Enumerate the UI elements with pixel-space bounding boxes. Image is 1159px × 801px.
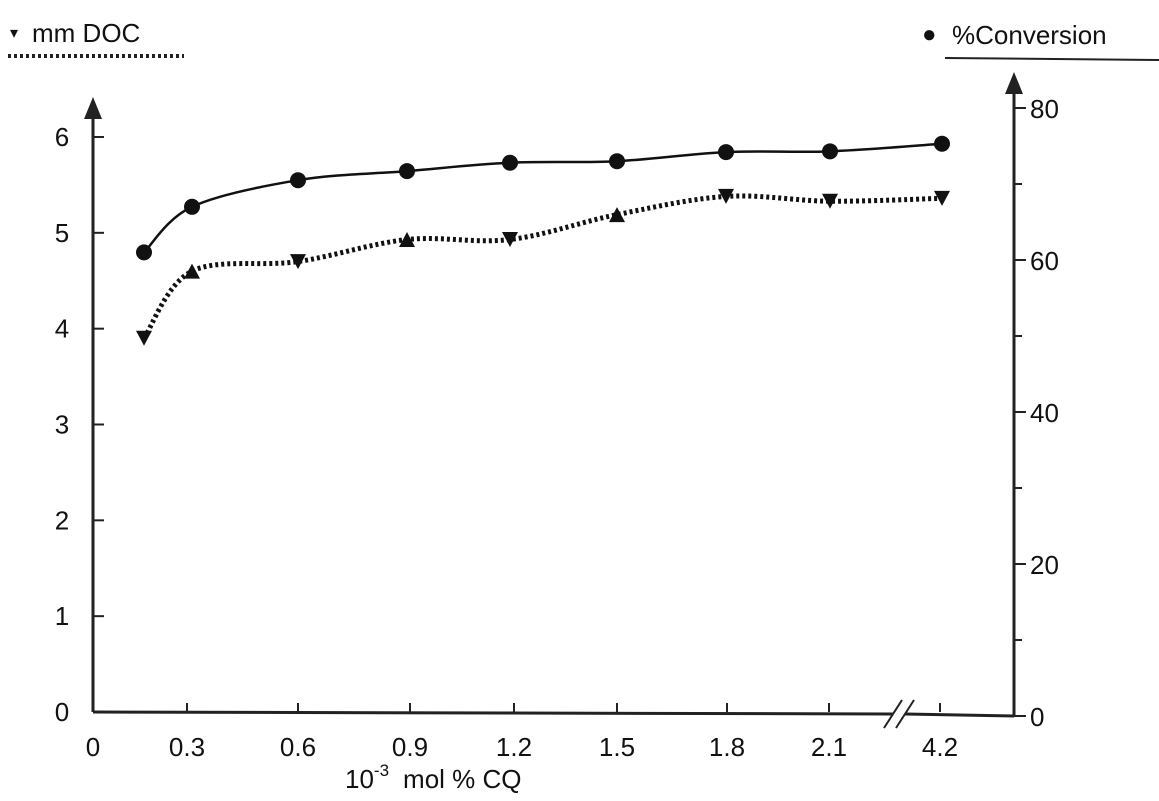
conversion-point xyxy=(609,153,625,170)
conversion-point xyxy=(290,172,306,189)
doc-point xyxy=(609,207,625,223)
doc-point xyxy=(399,232,415,248)
right-tick-label: 60 xyxy=(1030,246,1059,276)
left-tick-label: 2 xyxy=(55,505,69,535)
x-tick-label: 1.8 xyxy=(709,732,745,762)
x-axis-title-base: 10 xyxy=(345,764,374,794)
series-line-doc xyxy=(141,193,943,340)
x-tick-label: 1.2 xyxy=(496,732,532,762)
x-axis-title-exponent: -3 xyxy=(374,761,389,780)
x-axis-line-left xyxy=(92,710,894,716)
axis-break-icon xyxy=(883,699,915,729)
legend-triangle-icon: ▾ xyxy=(10,25,18,42)
x-axis-title: 10-3 mol % CQ xyxy=(345,761,522,794)
doc-point xyxy=(718,188,734,204)
legend-circle-icon: ● xyxy=(922,21,937,48)
x-axis-title-rest: mol % CQ xyxy=(403,764,521,794)
left-axis-ticks: 0 1 2 3 4 5 6 xyxy=(55,122,104,727)
left-tick-label: 1 xyxy=(55,601,69,631)
doc-point xyxy=(502,232,518,248)
left-tick-label: 6 xyxy=(55,122,69,152)
x-tick-label: 0 xyxy=(86,732,100,762)
x-tick-label: 2.1 xyxy=(811,732,847,762)
x-tick-label: 1.5 xyxy=(599,732,635,762)
left-tick-label: 4 xyxy=(55,314,69,344)
x-tick-label: 4.2 xyxy=(922,732,958,762)
left-tick-label: 3 xyxy=(55,410,69,440)
doc-point xyxy=(934,190,950,206)
legend-conversion-label: %Conversion xyxy=(952,20,1107,50)
conversion-point xyxy=(184,198,200,215)
doc-point xyxy=(136,330,152,346)
legend-right: ● %Conversion xyxy=(922,20,1159,61)
conversion-point xyxy=(822,143,838,160)
x-axis-ticks: 0 0.3 0.6 0.9 1.2 1.5 1.8 2.1 4.2 xyxy=(86,703,958,762)
x-tick-label: 0.6 xyxy=(280,732,316,762)
legend-left: ▾ mm DOC xyxy=(8,18,184,58)
doc-point xyxy=(290,254,306,270)
conversion-point xyxy=(502,154,518,171)
legend-solid-line xyxy=(944,57,1159,61)
doc-point xyxy=(184,263,200,279)
legend-doc-label: mm DOC xyxy=(32,18,140,48)
right-tick-label: 40 xyxy=(1030,398,1059,428)
conversion-point xyxy=(399,163,415,180)
conversion-point xyxy=(136,244,152,261)
x-axis-line-right xyxy=(904,712,1015,718)
left-axis-arrow-icon xyxy=(84,97,102,119)
series-layer xyxy=(136,135,950,346)
conversion-point xyxy=(718,144,734,161)
right-axis-ticks: 0 20 40 60 80 xyxy=(1014,94,1059,732)
right-tick-label: 20 xyxy=(1030,550,1059,580)
left-tick-label: 0 xyxy=(55,697,69,727)
x-tick-label: 0.3 xyxy=(169,732,205,762)
conversion-point xyxy=(934,135,950,152)
right-tick-label: 0 xyxy=(1030,702,1044,732)
series-line-conversion xyxy=(143,142,943,254)
right-axis-arrow-icon xyxy=(1005,72,1023,94)
x-tick-label: 0.9 xyxy=(392,732,428,762)
doc-point xyxy=(822,193,838,209)
left-tick-label: 5 xyxy=(55,218,69,248)
right-tick-label: 80 xyxy=(1030,94,1059,124)
